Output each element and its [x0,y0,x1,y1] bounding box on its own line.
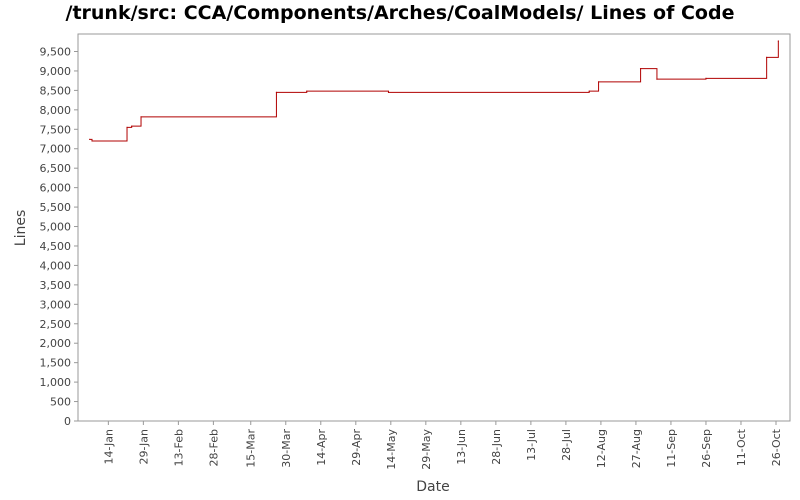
series-layer [89,40,779,142]
x-tick-label: 11-Oct [735,428,748,466]
x-tick-label: 14-Apr [315,429,328,466]
x-tick-label: 26-Oct [770,428,783,466]
y-tick-label: 2,500 [40,318,72,331]
data-point [91,140,93,142]
x-tick-label: 13-Jul [525,429,538,461]
x-axis: 14-Jan 29-Jan 13-Feb 28-Feb 15-Mar 30-Mar 14-A… [102,421,783,470]
x-tick-label: 26-Sep [700,429,713,468]
x-tick-label: 30-Mar [280,429,293,468]
x-tick-label: 29-Jan [137,429,150,465]
chart-title: /trunk/src: CCA/Components/Arches/CoalMo… [65,2,735,24]
y-tick-label: 5,000 [40,221,72,234]
y-tick-label: 4,000 [40,259,72,272]
data-point [588,90,590,92]
y-axis: 0 500 1,000 1,500 2,000 2,500 3,000 3,500 4,000 4… [40,46,78,428]
x-tick-label: 14-May [385,429,398,470]
data-point [777,40,779,42]
x-tick-label: 14-Jan [102,429,115,465]
y-tick-label: 5,500 [40,201,72,214]
y-tick-label: 9,000 [40,65,72,78]
y-tick-label: 1,000 [40,376,72,389]
x-tick-label: 28-Jul [560,429,573,461]
data-point [639,68,642,70]
x-tick-label: 15-Mar [245,429,258,468]
y-tick-label: 500 [50,396,71,409]
y-axis-label: Lines [13,210,29,246]
data-point [597,81,600,83]
y-tick-label: 7,000 [40,143,72,156]
y-tick-label: 3,000 [40,298,72,311]
plot-area [77,33,791,422]
y-tick-label: 0 [64,415,71,428]
y-tick-label: 2,000 [40,337,72,350]
data-point [131,125,133,127]
data-point [140,116,142,118]
y-tick-label: 9,500 [40,46,72,59]
x-axis-label: Date [416,479,449,495]
data-point [766,56,768,58]
y-tick-label: 4,500 [40,240,72,253]
y-tick-label: 8,500 [40,84,72,97]
x-tick-label: 13-Feb [172,429,185,466]
data-point [126,126,128,128]
x-tick-label: 13-Jun [455,429,468,465]
data-point [89,138,91,141]
x-tick-label: 29-Apr [350,429,363,466]
y-tick-label: 3,500 [40,279,72,292]
y-tick-label: 7,500 [40,123,72,136]
y-tick-label: 6,000 [40,182,72,195]
data-point [275,91,278,93]
data-point [387,91,390,93]
y-tick-label: 6,500 [40,162,72,175]
x-tick-label: 29-May [420,429,433,470]
data-point [656,78,658,80]
y-tick-label: 1,500 [40,357,72,370]
data-point [705,77,707,79]
x-tick-label: 11-Sep [665,429,678,468]
x-tick-label: 28-Feb [207,429,220,466]
x-tick-label: 27-Aug [630,429,643,468]
y-tick-label: 8,000 [40,104,72,117]
data-point [306,90,308,92]
x-tick-label: 12-Aug [595,429,608,468]
x-tick-label: 28-Jun [490,429,503,465]
